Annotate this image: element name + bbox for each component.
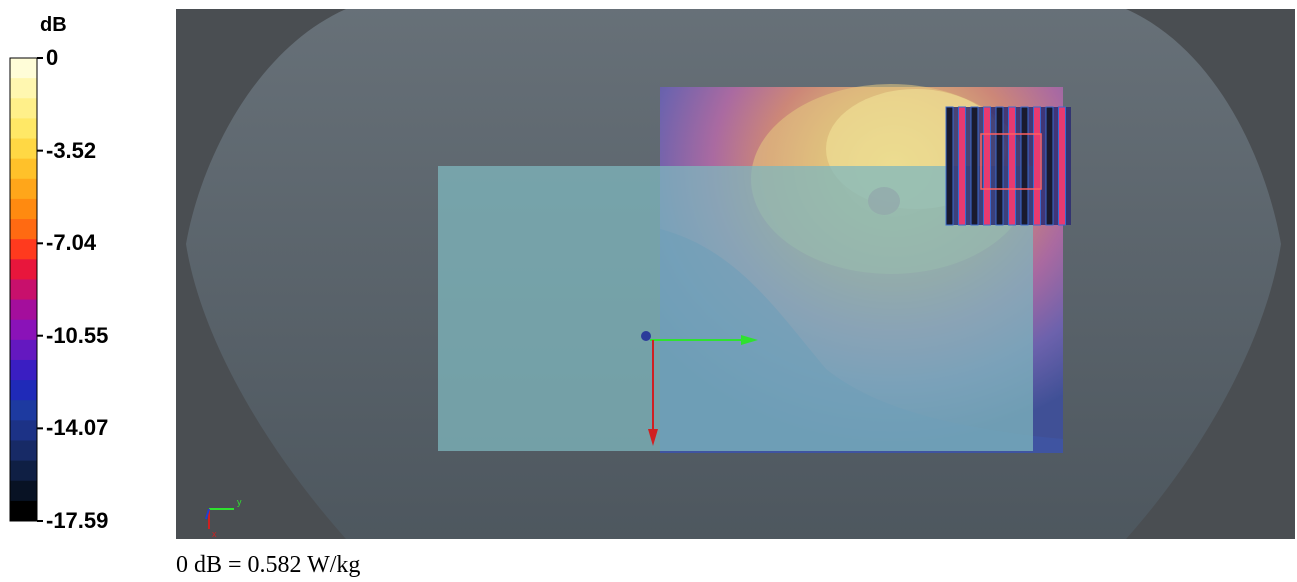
antenna-strip	[970, 106, 979, 226]
antenna-strip	[1020, 106, 1029, 226]
colorbar-segment	[10, 158, 37, 180]
colorbar-legend: dB 0 -3.52 -7.04 -10.55 -14.07 -17.59	[0, 0, 170, 540]
triad-y-label: y	[237, 497, 242, 507]
colorbar-segment	[10, 239, 37, 260]
colorbar-segment	[10, 339, 37, 361]
antenna-strip	[1008, 106, 1016, 226]
colorbar-segment	[10, 359, 37, 381]
colorbar-segment	[10, 78, 37, 99]
antenna-strip	[1058, 106, 1066, 226]
colorbar-tick-label: 0	[46, 45, 59, 70]
antenna-strip	[945, 106, 954, 226]
colorbar-segment	[10, 319, 37, 341]
x-axis-arrowhead	[648, 429, 658, 446]
antenna-strip	[958, 106, 966, 226]
colorbar-segment	[10, 400, 37, 421]
flat-plate	[438, 166, 1033, 451]
colorbar-segment	[10, 138, 37, 160]
colorbar-tick-label: -10.55	[46, 322, 109, 348]
colorbar-segment	[10, 279, 37, 301]
colorbar-segment	[10, 178, 37, 200]
sar-3d-viewport[interactable]: y x	[176, 9, 1295, 539]
colorbar-segment	[10, 460, 37, 482]
colorbar-segment	[10, 259, 37, 280]
colorbar-segment	[10, 500, 37, 522]
colorbar-segment	[10, 98, 37, 119]
sar-distribution-scene: y x	[186, 9, 1281, 539]
colorbar-segment	[10, 480, 37, 502]
reference-caption: 0 dB = 0.582 W/kg	[176, 552, 361, 578]
antenna-feed-outline	[980, 133, 1042, 190]
colorbar-tick-label: -3.52	[46, 137, 97, 163]
colorbar	[9, 57, 43, 522]
antenna-strip	[983, 106, 991, 226]
colorbar-tick-label: -7.04	[46, 230, 97, 256]
colorbar-tick-label: -17.59	[46, 508, 109, 533]
y-axis-arrowhead	[741, 335, 758, 345]
colorbar-frame	[9, 57, 38, 522]
antenna-strip	[1045, 106, 1054, 226]
colorbar-unit-label: dB	[40, 14, 67, 36]
triad-x-label: x	[212, 529, 217, 539]
colorbar-tick-label: -14.07	[46, 415, 109, 441]
colorbar-segment	[10, 198, 37, 220]
orientation-triad: y x	[205, 497, 242, 539]
origin-marker	[641, 331, 651, 341]
colorbar-segment	[10, 118, 37, 140]
colorbar-segment	[10, 58, 37, 79]
colorbar-segment	[10, 380, 37, 401]
colorbar-segment	[10, 420, 37, 441]
colorbar-segment	[10, 299, 37, 321]
colorbar-segment	[10, 440, 37, 462]
colorbar-segment	[10, 219, 37, 240]
antenna-strip	[1033, 106, 1041, 226]
antenna-strip	[995, 106, 1004, 226]
